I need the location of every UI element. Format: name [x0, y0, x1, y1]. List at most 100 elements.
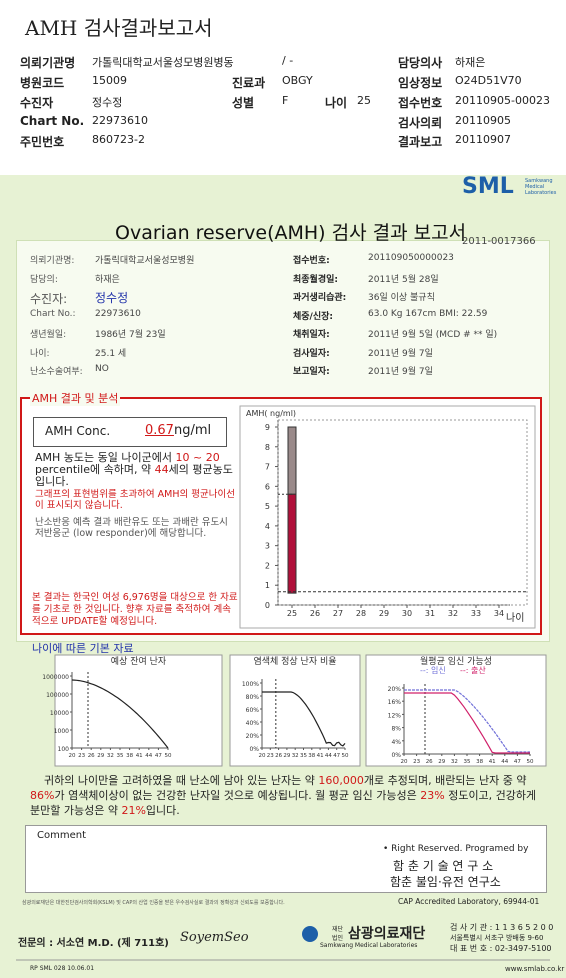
- info-value: 25.1 세: [95, 349, 127, 359]
- comment-label: Comment: [37, 830, 86, 841]
- conc-box: [33, 417, 227, 447]
- footer-form: RP SML 028 10.06.01: [30, 965, 95, 972]
- x-axis-title: 나이: [506, 612, 524, 624]
- y-tick-label: 40%: [246, 720, 260, 727]
- info-label: 체중/신장:: [293, 312, 334, 322]
- x-tick-label: 29: [438, 759, 445, 765]
- legend-entry: --: 임신: [420, 666, 446, 675]
- field-value: 하재은: [455, 56, 486, 69]
- chart-frame: [239, 405, 536, 629]
- mini-chart-title: 월평균 임신 가능성: [420, 655, 492, 667]
- y-tick-label: 10000: [50, 710, 69, 717]
- footer-signature: SoyemSeo: [180, 930, 249, 945]
- x-tick-label: 41: [489, 759, 496, 765]
- mini-chart-title: 예상 잔여 난자: [111, 655, 167, 667]
- illustration-curve: [71, 679, 169, 749]
- field-value: 860723-2: [92, 133, 145, 146]
- summary-part: 23%: [420, 789, 445, 802]
- footer-cap: CAP Accredited Laboratory, 69944-01: [398, 897, 540, 906]
- header-title: AMH 검사결과보고서: [25, 16, 213, 40]
- x-tick-label: 30: [402, 609, 412, 618]
- x-tick-label: 27: [333, 609, 343, 618]
- lab-name: 함춘 불임·유전 연구소: [390, 875, 501, 889]
- summary-part: 86%: [30, 789, 55, 802]
- info-value: 가톨릭대학교서울성모병원: [95, 256, 195, 266]
- field-label: 임상정보: [398, 76, 443, 90]
- info-value: 2011년 9월 7일: [368, 367, 433, 377]
- x-tick-label: 20: [69, 753, 76, 759]
- field-label: 담당의사: [398, 56, 443, 70]
- conc-value: 0.67: [145, 423, 174, 438]
- x-tick-label: 44: [325, 753, 332, 759]
- y-tick-label: 100000: [46, 692, 69, 699]
- paragraph-part: 10 ~ 20: [175, 451, 220, 464]
- x-tick-label: 29: [379, 609, 389, 618]
- paragraph-part: 44: [154, 463, 169, 476]
- info-label: 접수번호:: [293, 256, 330, 266]
- field-value: 20110907: [455, 133, 511, 146]
- x-tick-label: 23: [267, 753, 274, 759]
- info-value: 2011년 9월 7일: [368, 349, 433, 359]
- x-tick-label: 35: [464, 759, 471, 765]
- x-tick-label: 35: [300, 753, 307, 759]
- x-tick-label: 26: [275, 753, 282, 759]
- info-label: 최종월경일:: [293, 275, 338, 285]
- y-tick-label: 20%: [388, 686, 402, 693]
- field-value: 22973610: [92, 114, 148, 127]
- y-tick-label: 60%: [246, 707, 260, 714]
- field-value: 가톨릭대학교서울성모병원병동: [92, 56, 234, 69]
- field-value: 20110905: [455, 114, 511, 127]
- field-value: 정수정: [92, 96, 123, 109]
- info-value: 2011년 5월 28일: [368, 275, 439, 285]
- y-tick-label: 4%: [391, 739, 401, 746]
- info-value: 정수정: [95, 291, 129, 305]
- summary: 귀하의 나이만을 고려하였을 때 난소에 남아 있는 난자는 약 160,000…: [30, 774, 545, 819]
- x-tick-label: 34: [494, 609, 504, 618]
- x-tick-label: 50: [342, 753, 349, 759]
- info-value: 하재은: [95, 275, 120, 285]
- info-value: NO: [95, 364, 109, 374]
- illustration-curve: [404, 692, 530, 754]
- logo: SML: [462, 174, 514, 199]
- footer-lab-no: 검 사 기 관 : 1 1 3 6 5 2 0 0: [450, 923, 554, 932]
- plot-border: [277, 419, 528, 606]
- info-value: 1986년 7월 23일: [95, 330, 166, 340]
- x-tick-label: 44: [145, 753, 152, 759]
- conc-unit: ng/ml: [174, 423, 212, 438]
- y-tick-label: 20%: [246, 733, 260, 740]
- field-value: F: [282, 94, 289, 107]
- y-tick-label: 100%: [242, 681, 259, 688]
- paragraph-part: percentile에 속하며, 약: [35, 463, 155, 476]
- comment-box: [25, 825, 547, 893]
- summary-part: 21%: [121, 804, 146, 817]
- info-label: 채취일자:: [293, 330, 330, 340]
- x-tick-label: 31: [425, 609, 435, 618]
- x-tick-label: 44: [501, 759, 508, 765]
- section-title: AMH 결과 및 분석: [30, 390, 121, 406]
- y-tick-label: 0: [265, 601, 270, 610]
- x-tick-label: 29: [97, 753, 104, 759]
- org-logo: [302, 926, 318, 942]
- field-label: Chart No.: [20, 114, 85, 128]
- y-tick-label: 80%: [246, 694, 260, 701]
- x-tick-label: 50: [165, 753, 172, 759]
- y-tick-label: 1000: [54, 728, 69, 735]
- x-tick-label: 26: [310, 609, 320, 618]
- paragraph: 난소반응 예측 결과 배란유도 또는 과배란 유도시 저반응군 (low res…: [35, 517, 228, 539]
- field-label: 검사의뢰: [398, 116, 443, 130]
- y-tick-label: 4: [265, 522, 270, 531]
- footer-notice: 삼광의료재단은 대한진단검사의학회(KSLM) 및 CAP의 산업 인증을 받은…: [22, 900, 285, 906]
- x-tick-label: 28: [356, 609, 366, 618]
- footer-doctor: 전문의 : 서소연 M.D. (제 711호): [18, 938, 169, 949]
- x-tick-label: 47: [155, 753, 162, 759]
- x-tick-label: 23: [78, 753, 85, 759]
- info-value: 201109050000023: [368, 253, 454, 263]
- info-label: 생년월일:: [30, 330, 67, 340]
- field-label: 접수번호: [398, 96, 443, 110]
- info-value: 63.0 Kg 167cm BMI: 22.59: [368, 309, 488, 319]
- y-tick-label: 2: [265, 561, 270, 570]
- illustration-curve: [262, 691, 346, 747]
- footer-phone: 대 표 번 호 : 02-3497-5100: [450, 944, 552, 953]
- info-label: 검사일자:: [293, 349, 330, 359]
- range-bar: [287, 493, 297, 594]
